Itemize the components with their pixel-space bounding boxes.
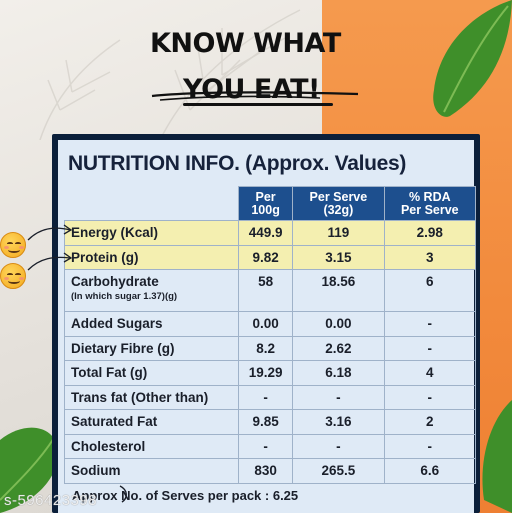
watermark: s-596423398 bbox=[4, 492, 98, 509]
smiling-face-icon bbox=[0, 263, 26, 289]
row-per-serve: 18.56 bbox=[292, 269, 385, 312]
table-row: Carbohydrate (In which sugar 1.37)(g) 58 … bbox=[64, 269, 477, 312]
arrow-icon bbox=[27, 224, 73, 271]
table-row: Sodium 830 265.5 6.6 bbox=[64, 458, 477, 484]
row-name: Trans fat (Other than) bbox=[64, 384, 239, 410]
header-blank bbox=[64, 186, 239, 221]
headline-line1: KNOW WHAT bbox=[150, 28, 341, 59]
nutrition-table: Per 100g Per Serve (32g) % RDA Per Serve En… bbox=[64, 186, 477, 484]
row-per-serve: 6.18 bbox=[292, 360, 385, 386]
row-name: Added Sugars bbox=[64, 311, 239, 337]
headline-line2: YOU EAT! bbox=[183, 74, 320, 105]
row-rda: 6.6 bbox=[383, 458, 477, 484]
palm-leaf-icon bbox=[39, 9, 301, 140]
table-row: Total Fat (g) 19.29 6.18 4 bbox=[64, 360, 477, 386]
row-rda: 2.98 bbox=[383, 220, 477, 246]
serves-per-pack: Approx No. of Serves per pack : 6.25 bbox=[72, 488, 299, 503]
nutrition-panel: NUTRITION INFO. (Approx. Values) Per 100g… bbox=[52, 134, 480, 513]
row-per100: 0.00 bbox=[237, 311, 294, 337]
row-name: Saturated Fat bbox=[64, 409, 239, 435]
row-per-serve: 3.15 bbox=[292, 244, 385, 270]
table-row: Energy (Kcal) 449.9 119 2.98 bbox=[64, 220, 477, 246]
smiling-face-icon bbox=[0, 232, 26, 258]
header-per-serve: Per Serve (32g) bbox=[292, 186, 385, 221]
row-rda: 4 bbox=[383, 360, 477, 386]
arrow-icon bbox=[119, 485, 127, 503]
row-per100: - bbox=[237, 433, 294, 459]
leaf-icon bbox=[0, 427, 59, 513]
row-per-serve: 265.5 bbox=[292, 458, 385, 484]
leaf-icon bbox=[433, 0, 512, 117]
row-per-serve: - bbox=[292, 384, 385, 410]
row-per100: 58 bbox=[237, 269, 294, 312]
nutrition-panel-inner: NUTRITION INFO. (Approx. Values) Per 100g… bbox=[58, 140, 477, 513]
row-per100: 830 bbox=[237, 458, 294, 484]
leaf-icon bbox=[482, 400, 512, 513]
table-row: Cholesterol - - - bbox=[64, 433, 477, 459]
table-row: Trans fat (Other than) - - - bbox=[64, 384, 477, 410]
row-rda: - bbox=[383, 335, 477, 361]
row-per100: 19.29 bbox=[237, 360, 294, 386]
row-per-serve: 0.00 bbox=[292, 311, 385, 337]
row-per100: - bbox=[237, 384, 294, 410]
row-name: Cholesterol bbox=[64, 433, 239, 459]
row-per100: 9.82 bbox=[237, 244, 294, 270]
row-name: Protein (g) bbox=[64, 244, 239, 270]
headline-underline bbox=[183, 103, 333, 106]
table-header-row: Per 100g Per Serve (32g) % RDA Per Serve bbox=[64, 186, 477, 221]
table-row: Dietary Fibre (g) 8.2 2.62 - bbox=[64, 335, 477, 361]
row-rda: - bbox=[383, 384, 477, 410]
table-row: Added Sugars 0.00 0.00 - bbox=[64, 311, 477, 337]
row-per100: 449.9 bbox=[237, 220, 294, 246]
table-row: Saturated Fat 9.85 3.16 2 bbox=[64, 409, 477, 435]
row-rda: - bbox=[383, 433, 477, 459]
row-rda: 3 bbox=[383, 244, 477, 270]
row-rda: - bbox=[383, 311, 477, 337]
table-row: Protein (g) 9.82 3.15 3 bbox=[64, 244, 477, 270]
row-name: Energy (Kcal) bbox=[64, 220, 239, 246]
row-per100: 9.85 bbox=[237, 409, 294, 435]
row-per-serve: 119 bbox=[292, 220, 385, 246]
row-per100: 8.2 bbox=[237, 335, 294, 361]
row-name: Carbohydrate (In which sugar 1.37)(g) bbox=[64, 269, 239, 312]
row-per-serve: - bbox=[292, 433, 385, 459]
header-rda: % RDA Per Serve bbox=[383, 186, 477, 221]
row-name: Dietary Fibre (g) bbox=[64, 335, 239, 361]
row-rda: 2 bbox=[383, 409, 477, 435]
nutrition-title: NUTRITION INFO. (Approx. Values) bbox=[68, 152, 407, 175]
row-name: Total Fat (g) bbox=[64, 360, 239, 386]
row-per-serve: 3.16 bbox=[292, 409, 385, 435]
row-subnote: (In which sugar 1.37)(g) bbox=[71, 291, 178, 302]
header-per100: Per 100g bbox=[237, 186, 294, 221]
row-name: Sodium bbox=[64, 458, 239, 484]
row-per-serve: 2.62 bbox=[292, 335, 385, 361]
row-rda: 6 bbox=[383, 269, 477, 312]
underline-swoosh bbox=[151, 91, 359, 101]
